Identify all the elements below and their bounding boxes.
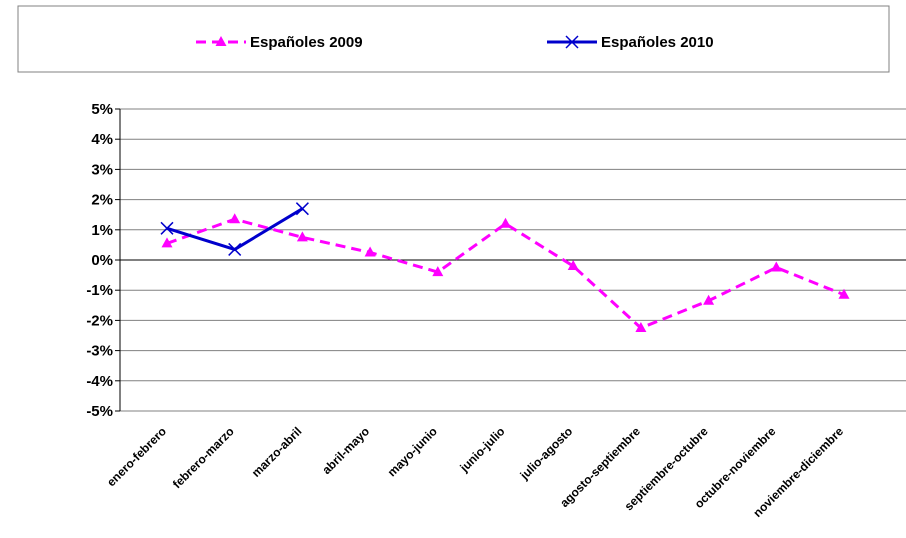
x-category-label: enero-febrero [104, 424, 169, 489]
data-point-triangle [635, 321, 647, 332]
x-category-label: abril-mayo [319, 424, 372, 477]
y-tick-label: -4% [86, 373, 113, 390]
x-category-label: julio-agosto [517, 424, 576, 483]
data-point-triangle [770, 261, 782, 272]
data-point-triangle [215, 36, 227, 46]
x-marker-stroke [295, 202, 309, 216]
x-category-label: mayo-junio [385, 424, 440, 479]
data-point-triangle [229, 213, 241, 224]
legend-label: Españoles 2010 [601, 34, 714, 51]
series-1 [161, 213, 850, 332]
data-point-triangle [567, 260, 579, 271]
data-point-triangle [296, 231, 308, 242]
y-tick-label: 5% [91, 101, 113, 118]
y-tick-label: -1% [86, 282, 113, 299]
x-marker-stroke [565, 35, 579, 49]
data-point-x [565, 35, 579, 49]
data-point-x [160, 221, 174, 235]
x-marker-stroke [228, 242, 242, 256]
data-point-triangle [364, 246, 376, 257]
x-marker-stroke [160, 221, 174, 235]
legend-entry: Españoles 2010 [547, 34, 714, 51]
data-point-x [228, 242, 242, 256]
y-tick-label: -3% [86, 343, 113, 360]
legend-label: Españoles 2009 [250, 34, 363, 51]
series-2 [160, 202, 309, 256]
legend-entry: Españoles 2009 [196, 34, 363, 51]
y-tick-label: -5% [86, 403, 113, 420]
data-point-triangle [161, 237, 173, 248]
series-line [166, 217, 845, 330]
x-category-label: marzo-abril [249, 424, 305, 480]
data-point-x [295, 202, 309, 216]
y-axis-ticks: 5% 4% 3% 2% 1% 0% -1% -2% -3% -4% -5% [86, 101, 120, 420]
y-tick-label: 4% [91, 131, 113, 148]
x-category-label: junio-julio [456, 424, 507, 475]
x-category-label: febrero-marzo [170, 424, 237, 491]
data-point-triangle [432, 266, 444, 277]
legend: Españoles 2009 Españoles 2010 [196, 34, 714, 51]
y-tick-label: -2% [86, 312, 113, 329]
series-group [160, 202, 850, 332]
x-axis-labels: enero-febrero febrero-marzo marzo-abril abr… [104, 424, 846, 520]
data-point-triangle [703, 294, 715, 305]
y-tick-label: 3% [91, 161, 113, 178]
legend-box [17, 5, 890, 73]
y-tick-label: 0% [91, 252, 113, 269]
y-tick-label: 2% [91, 192, 113, 209]
data-point-triangle [500, 217, 511, 228]
data-point-triangle [838, 288, 850, 299]
y-tick-label: 1% [91, 222, 113, 239]
